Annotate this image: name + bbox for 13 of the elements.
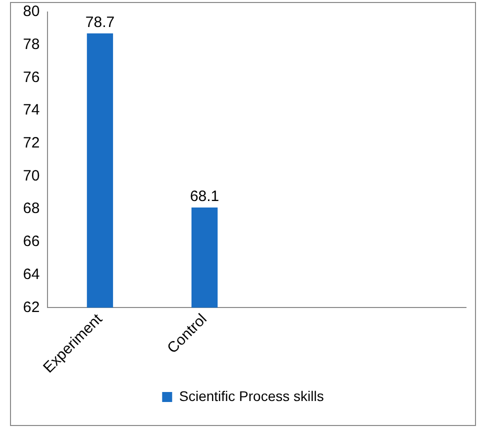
y-tick-label: 80	[22, 3, 40, 20]
y-tick-label: 70	[22, 167, 40, 184]
y-tick-label: 76	[22, 68, 40, 86]
y-tick-label: 66	[22, 233, 40, 250]
y-tick-label: 74	[22, 102, 40, 119]
y-tick-label: 72	[22, 134, 40, 152]
y-tick-label: 78	[22, 36, 40, 53]
data-label: 68.1	[190, 188, 220, 206]
y-tick-label: 62	[22, 298, 40, 316]
y-tick-label: 68	[22, 200, 40, 218]
legend-label: Scientific Process skills	[179, 388, 324, 404]
y-tick-label: 64	[22, 266, 40, 283]
data-label: 78.7	[85, 14, 115, 31]
